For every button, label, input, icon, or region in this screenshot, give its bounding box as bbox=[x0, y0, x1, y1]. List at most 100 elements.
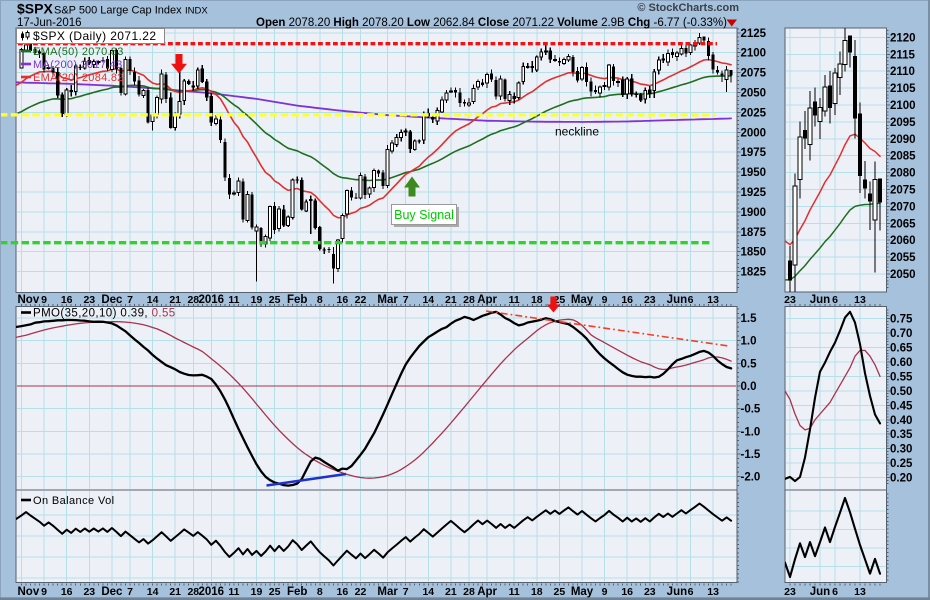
svg-text:2115: 2115 bbox=[890, 49, 916, 61]
svg-text:7: 7 bbox=[127, 586, 133, 598]
svg-text:-0.5: -0.5 bbox=[741, 404, 761, 416]
svg-text:0.60: 0.60 bbox=[890, 357, 912, 369]
svg-text:2050: 2050 bbox=[890, 269, 916, 281]
svg-text:14: 14 bbox=[422, 586, 434, 598]
svg-text:9: 9 bbox=[41, 586, 47, 598]
svg-text:19: 19 bbox=[251, 586, 263, 598]
svg-text:2090: 2090 bbox=[890, 134, 916, 146]
svg-text:6: 6 bbox=[832, 586, 838, 598]
svg-text:25: 25 bbox=[554, 294, 566, 306]
svg-text:0.0: 0.0 bbox=[741, 381, 757, 393]
svg-text:7: 7 bbox=[403, 586, 409, 598]
svg-text:PMO(35,20,10) 0.39, 0.55: PMO(35,20,10) 0.39, 0.55 bbox=[33, 308, 176, 320]
svg-text:19: 19 bbox=[251, 294, 263, 306]
svg-text:28: 28 bbox=[463, 586, 475, 598]
svg-text:23: 23 bbox=[784, 294, 796, 306]
svg-text:18: 18 bbox=[531, 294, 543, 306]
svg-text:28: 28 bbox=[463, 294, 475, 306]
svg-text:© StockCharts.com: © StockCharts.com bbox=[637, 2, 739, 14]
svg-text:INDX: INDX bbox=[185, 6, 208, 17]
svg-text:7: 7 bbox=[127, 294, 133, 306]
svg-text:6: 6 bbox=[688, 294, 694, 306]
svg-text:Feb: Feb bbox=[287, 294, 307, 306]
svg-text:28: 28 bbox=[187, 586, 199, 598]
svg-text:2120: 2120 bbox=[890, 32, 916, 44]
svg-text:2125: 2125 bbox=[741, 28, 767, 40]
svg-text:7: 7 bbox=[403, 294, 409, 306]
svg-text:May: May bbox=[571, 294, 594, 306]
svg-text:22: 22 bbox=[355, 294, 367, 306]
svg-text:13: 13 bbox=[854, 586, 866, 598]
svg-text:neckline: neckline bbox=[555, 125, 599, 139]
svg-text:11: 11 bbox=[509, 586, 520, 598]
svg-text:Buy Signal: Buy Signal bbox=[394, 208, 454, 222]
svg-text:2016: 2016 bbox=[199, 294, 225, 306]
svg-text:13: 13 bbox=[707, 586, 719, 598]
svg-text:18: 18 bbox=[531, 586, 543, 598]
svg-text:Apr: Apr bbox=[477, 294, 497, 306]
svg-text:0.30: 0.30 bbox=[890, 444, 912, 456]
svg-text:1.5: 1.5 bbox=[741, 313, 758, 325]
svg-text:2000: 2000 bbox=[741, 127, 767, 139]
svg-text:2016: 2016 bbox=[199, 586, 225, 598]
svg-text:EMA(50) 2070.83: EMA(50) 2070.83 bbox=[33, 46, 124, 58]
svg-text:2085: 2085 bbox=[890, 151, 916, 163]
svg-text:11: 11 bbox=[228, 294, 239, 306]
svg-text:$SPX: $SPX bbox=[17, 1, 53, 17]
svg-text:1825: 1825 bbox=[741, 267, 767, 279]
svg-text:8: 8 bbox=[317, 586, 323, 598]
svg-text:16: 16 bbox=[621, 586, 633, 598]
svg-text:1.0: 1.0 bbox=[741, 336, 757, 348]
svg-text:25: 25 bbox=[269, 294, 281, 306]
svg-text:23: 23 bbox=[83, 294, 95, 306]
svg-text:$SPX (Daily) 2071.22: $SPX (Daily) 2071.22 bbox=[33, 29, 156, 43]
svg-text:Dec: Dec bbox=[101, 294, 123, 306]
svg-text:11: 11 bbox=[509, 294, 520, 306]
svg-text:0.75: 0.75 bbox=[890, 314, 913, 326]
svg-text:-1.5: -1.5 bbox=[741, 449, 761, 461]
svg-text:22: 22 bbox=[355, 586, 367, 598]
svg-text:21: 21 bbox=[445, 294, 457, 306]
svg-text:21: 21 bbox=[445, 586, 457, 598]
svg-text:21: 21 bbox=[169, 294, 181, 306]
svg-text:23: 23 bbox=[784, 586, 796, 598]
svg-text:2055: 2055 bbox=[890, 252, 916, 264]
svg-text:16: 16 bbox=[337, 294, 349, 306]
svg-text:0.50: 0.50 bbox=[890, 386, 912, 398]
svg-text:13: 13 bbox=[707, 294, 719, 306]
svg-text:9: 9 bbox=[602, 586, 608, 598]
svg-text:-1.0: -1.0 bbox=[741, 426, 761, 438]
svg-text:2025: 2025 bbox=[741, 107, 767, 119]
svg-text:2075: 2075 bbox=[890, 185, 916, 197]
svg-text:16: 16 bbox=[61, 294, 73, 306]
svg-text:13: 13 bbox=[854, 294, 866, 306]
svg-text:Nov: Nov bbox=[18, 294, 40, 306]
svg-text:Jun: Jun bbox=[667, 294, 687, 306]
svg-text:25: 25 bbox=[554, 586, 566, 598]
svg-text:8: 8 bbox=[317, 294, 323, 306]
svg-text:Jun: Jun bbox=[810, 294, 830, 306]
svg-text:2060: 2060 bbox=[890, 235, 916, 247]
svg-text:6: 6 bbox=[688, 586, 694, 598]
svg-text:23: 23 bbox=[644, 586, 656, 598]
svg-text:9: 9 bbox=[602, 294, 608, 306]
svg-text:EMA(20) 2084.82: EMA(20) 2084.82 bbox=[33, 72, 124, 84]
svg-text:1975: 1975 bbox=[741, 147, 767, 159]
svg-text:14: 14 bbox=[147, 586, 159, 598]
svg-text:0.35: 0.35 bbox=[890, 429, 913, 441]
svg-text:23: 23 bbox=[644, 294, 656, 306]
svg-text:0.45: 0.45 bbox=[890, 400, 913, 412]
svg-text:1950: 1950 bbox=[741, 167, 767, 179]
svg-text:14: 14 bbox=[422, 294, 434, 306]
svg-text:16: 16 bbox=[337, 586, 349, 598]
svg-text:0.70: 0.70 bbox=[890, 328, 912, 340]
svg-text:Jun: Jun bbox=[810, 586, 830, 598]
svg-text:2110: 2110 bbox=[890, 66, 915, 78]
svg-text:25: 25 bbox=[269, 586, 281, 598]
svg-text:2105: 2105 bbox=[890, 83, 916, 95]
svg-text:Apr: Apr bbox=[477, 586, 497, 598]
svg-text:Nov: Nov bbox=[18, 586, 40, 598]
svg-text:Feb: Feb bbox=[287, 586, 307, 598]
svg-text:2100: 2100 bbox=[890, 100, 916, 112]
svg-text:Dec: Dec bbox=[101, 586, 123, 598]
